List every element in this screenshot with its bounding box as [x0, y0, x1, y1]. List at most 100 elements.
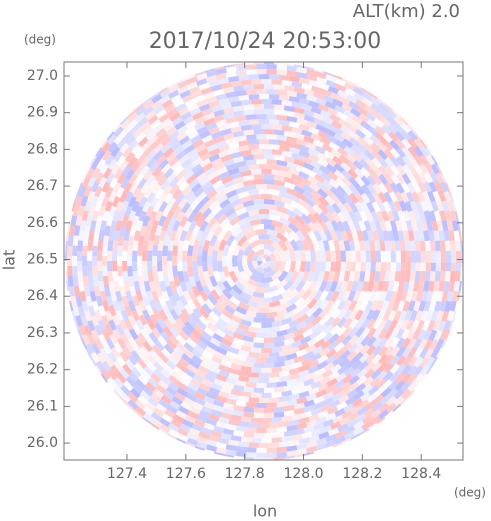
- echo-cell: [369, 369, 382, 382]
- echo-cell: [242, 265, 253, 278]
- echo-cell: [273, 104, 286, 111]
- echo-cell: [153, 339, 165, 352]
- echo-cell: [366, 385, 380, 397]
- echo-cell: [287, 393, 300, 401]
- echo-cell: [249, 273, 262, 283]
- echo-cell: [293, 132, 306, 141]
- echo-cell: [304, 445, 317, 454]
- echo-cell: [396, 300, 406, 314]
- echo-cell: [185, 409, 199, 420]
- echo-cell: [424, 240, 431, 253]
- echo-cell: [129, 348, 141, 362]
- echo-cell: [383, 148, 396, 161]
- echo-cell: [78, 184, 88, 198]
- echo-cell: [232, 265, 241, 278]
- echo-cell: [236, 249, 245, 261]
- echo-cell: [347, 220, 357, 233]
- echo-cell: [179, 229, 188, 242]
- echo-cell: [370, 210, 380, 224]
- echo-cell: [337, 211, 347, 224]
- echo-cell: [108, 204, 117, 217]
- echo-cell: [302, 399, 315, 408]
- echo-cell: [428, 280, 435, 294]
- echo-cell: [294, 396, 308, 405]
- echo-cell: [74, 313, 83, 327]
- echo-cell: [271, 124, 284, 131]
- echo-cell: [306, 94, 319, 103]
- echo-cell: [128, 327, 139, 340]
- echo-cell: [245, 159, 258, 166]
- echo-cell: [330, 194, 342, 207]
- echo-cell: [395, 182, 406, 196]
- echo-cell: [72, 203, 81, 217]
- echo-cell: [346, 160, 359, 173]
- echo-cell: [158, 200, 169, 213]
- echo-cell: [417, 300, 426, 314]
- echo-cell: [263, 265, 273, 274]
- echo-cell: [100, 313, 110, 327]
- echo-cell: [120, 199, 130, 212]
- echo-cell: [166, 171, 178, 183]
- echo-cell: [76, 259, 83, 272]
- echo-cell: [361, 376, 374, 388]
- echo-cell: [170, 140, 183, 152]
- echo-cell: [251, 99, 264, 105]
- echo-cell: [263, 262, 269, 268]
- echo-cell: [281, 100, 294, 107]
- echo-cell: [233, 279, 246, 291]
- echo-cell: [291, 127, 304, 135]
- echo-cell: [144, 360, 157, 372]
- echo-cell: [208, 364, 221, 375]
- echo-cell: [297, 390, 310, 399]
- echo-cell: [290, 387, 303, 396]
- echo-cell: [169, 183, 181, 196]
- echo-cell: [250, 194, 263, 201]
- echo-cell: [400, 220, 408, 233]
- echo-cell: [170, 159, 183, 172]
- echo-cell: [293, 179, 306, 189]
- echo-cell: [279, 74, 292, 81]
- echo-cell: [329, 280, 338, 293]
- echo-cell: [282, 430, 295, 437]
- echo-cell: [145, 204, 155, 218]
- echo-cell: [415, 290, 424, 304]
- echo-cell: [323, 187, 336, 199]
- echo-cell: [140, 181, 151, 194]
- echo-cell: [435, 172, 445, 186]
- echo-cell: [377, 337, 389, 350]
- echo-cell: [158, 279, 167, 293]
- echo-cell: [348, 201, 359, 214]
- echo-cell: [239, 239, 251, 252]
- echo-cell: [121, 259, 128, 272]
- echo-cell: [148, 228, 157, 241]
- echo-cell: [202, 224, 212, 237]
- echo-cell: [301, 328, 314, 339]
- echo-cell: [311, 307, 323, 319]
- echo-cell: [389, 240, 396, 253]
- echo-cell: [229, 388, 242, 396]
- echo-cell: [440, 261, 446, 274]
- echo-cell: [122, 249, 128, 261]
- echo-cell: [242, 179, 255, 187]
- echo-cell: [293, 112, 307, 120]
- echo-cell: [291, 152, 304, 161]
- echo-cell: [369, 240, 376, 252]
- echo-cell: [287, 222, 300, 234]
- echo-cell: [416, 220, 424, 233]
- echo-cell: [257, 372, 270, 378]
- echo-cell: [288, 167, 301, 176]
- echo-cell: [372, 174, 384, 187]
- echo-cell: [345, 230, 354, 243]
- echo-cell: [157, 191, 168, 204]
- echo-cell: [143, 144, 155, 157]
- echo-cell: [310, 189, 323, 201]
- echo-cell: [175, 192, 186, 205]
- echo-cell: [150, 118, 163, 130]
- echo-cell: [299, 205, 311, 217]
- echo-cell: [139, 344, 150, 357]
- echo-cell: [403, 309, 413, 323]
- echo-cell: [299, 384, 313, 393]
- echo-cell: [337, 357, 350, 369]
- echo-cell: [177, 329, 190, 342]
- echo-cell: [139, 368, 152, 381]
